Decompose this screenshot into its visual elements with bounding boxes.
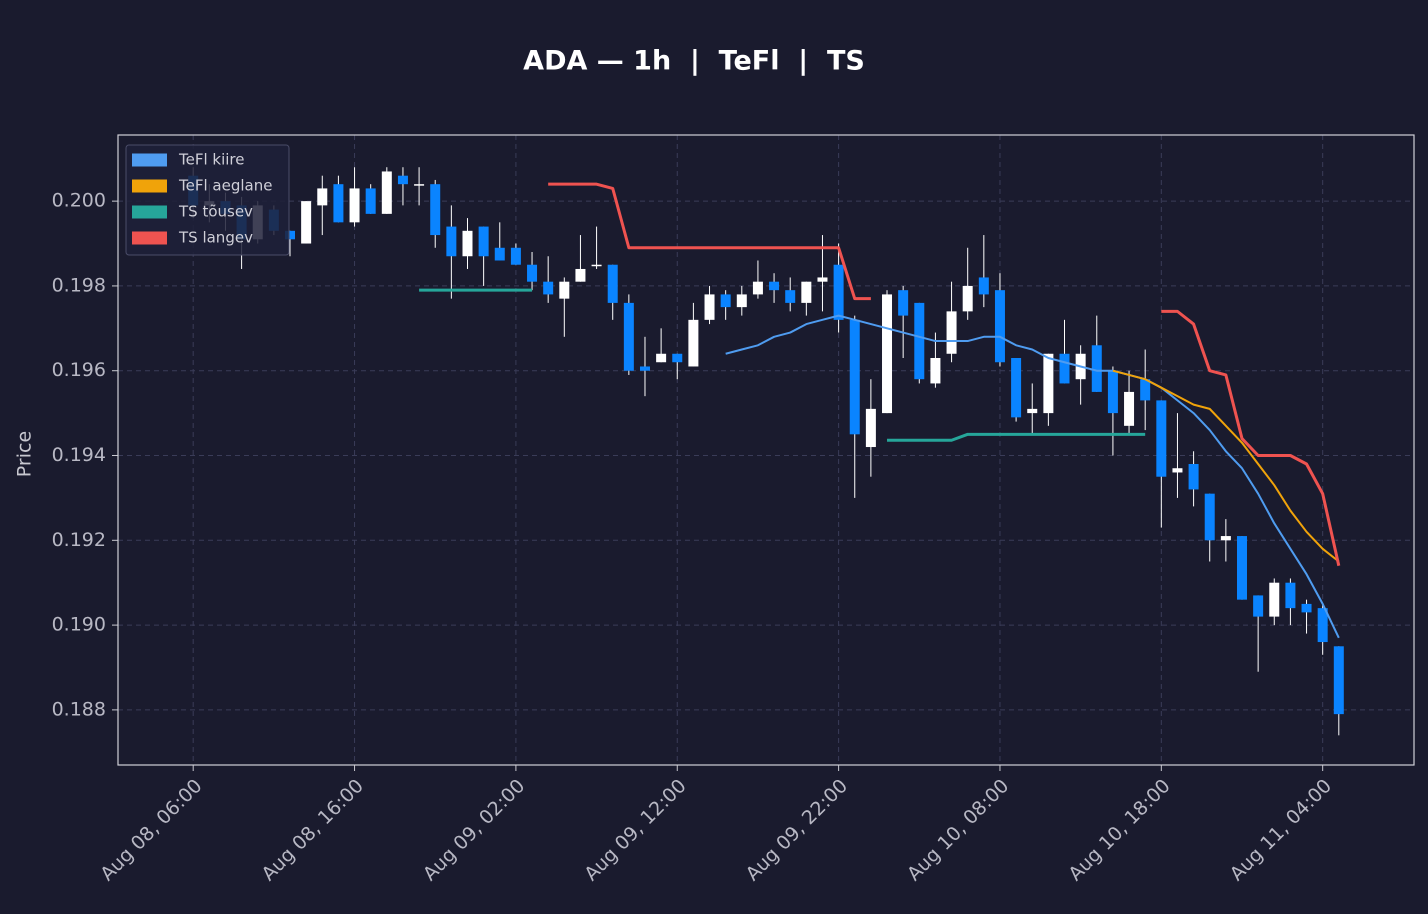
candle-body [1204, 493, 1215, 541]
candle-body [575, 268, 586, 282]
legend-box [125, 144, 290, 256]
candle-body [333, 184, 344, 223]
x-tick-label: Aug 11, 04:00 [1226, 775, 1336, 885]
candle-body [510, 247, 521, 265]
candle-body [639, 366, 650, 371]
candle-body [1236, 536, 1247, 600]
legend-swatch [132, 205, 167, 219]
candle-body [543, 281, 554, 295]
candle-body [833, 264, 844, 320]
candle-body [882, 294, 893, 414]
candle-body [462, 230, 473, 257]
candle-body [736, 294, 747, 308]
y-tick-label: 0.198 [52, 274, 106, 296]
candle-body [865, 408, 876, 448]
candle-body [720, 294, 731, 308]
candle-body [559, 281, 570, 299]
legend-swatch [132, 153, 167, 167]
series-line [419, 288, 1146, 442]
legend: TeFl kiire TeFl aeglane TS tõusev TS langev [125, 144, 290, 256]
candle-body [1285, 582, 1296, 609]
candle-body [397, 175, 408, 185]
candle-body [623, 302, 634, 371]
candle-body [1317, 608, 1328, 643]
candle-body [1027, 408, 1038, 414]
candle-body [381, 171, 392, 214]
candle-body [1140, 379, 1151, 401]
legend-label: TS tõusev [178, 203, 253, 221]
candle-body [1301, 603, 1312, 613]
candle-body [688, 319, 699, 367]
y-tick-label: 0.192 [52, 529, 106, 551]
candle-body [591, 264, 602, 267]
y-tick-label: 0.194 [52, 444, 106, 466]
chart-title: ADA — 1h | TeFl | TS [523, 46, 865, 77]
candle-body [704, 294, 715, 320]
x-tick-label: Aug 09, 22:00 [742, 775, 852, 885]
x-tick-label: Aug 10, 18:00 [1064, 775, 1174, 885]
candle-body [752, 281, 763, 295]
candle-body [849, 319, 860, 435]
candle-body [769, 281, 780, 291]
candle-body [494, 247, 505, 261]
x-tick-label: Aug 09, 02:00 [419, 775, 529, 885]
legend-swatch [132, 179, 167, 193]
candle-body [430, 184, 441, 236]
candle-body [414, 184, 425, 186]
candle-body [1091, 345, 1102, 392]
candle-body [672, 353, 683, 363]
y-tick-label: 0.196 [52, 359, 106, 381]
candle-body [1043, 353, 1054, 414]
legend-label: TeFl kiire [178, 151, 245, 169]
candle-body [1011, 358, 1022, 418]
candle-body [1253, 595, 1264, 617]
candle-body [365, 188, 376, 214]
y-tick-label: 0.188 [52, 698, 106, 720]
candle-body [317, 188, 328, 206]
x-tick-label: Aug 09, 12:00 [580, 775, 690, 885]
legend-label: TS langev [178, 229, 253, 247]
candle-body [930, 358, 941, 384]
candle-body [994, 290, 1005, 363]
candle-body [446, 226, 457, 257]
y-tick-label: 0.200 [52, 190, 106, 212]
candle-body [478, 226, 489, 257]
candle-body [946, 311, 957, 354]
candle-body [801, 281, 812, 303]
series-line [1112, 369, 1340, 563]
candle-body [607, 264, 618, 303]
candle-body [962, 285, 973, 312]
series-line [725, 314, 1340, 639]
candle-body [1059, 353, 1070, 384]
y-axis-label: Price [14, 431, 36, 477]
candle-body [656, 353, 667, 363]
candle-body [914, 302, 925, 380]
candle-body [898, 290, 909, 316]
candle-body [978, 277, 989, 295]
candle-body [1124, 391, 1135, 426]
candle-body [1220, 536, 1231, 541]
legend-label: TeFl aeglane [178, 177, 272, 195]
candle-body [285, 230, 296, 240]
candle-body [1333, 646, 1344, 715]
candle-body [349, 188, 360, 223]
y-tick-label: 0.190 [52, 614, 106, 636]
candle-body [817, 277, 828, 282]
candle-body [301, 201, 312, 244]
candle-body [1156, 400, 1167, 477]
plot-frame [117, 134, 1415, 766]
candle-body [1107, 370, 1118, 414]
candle-body [1269, 582, 1280, 617]
candle-body [1188, 463, 1199, 490]
candle-body [527, 264, 538, 282]
legend-swatch [132, 231, 167, 245]
candle-body [785, 290, 796, 303]
x-tick-label: Aug 10, 08:00 [903, 775, 1013, 885]
x-tick-label: Aug 08, 06:00 [96, 775, 206, 885]
candle-body [1172, 468, 1183, 473]
x-tick-label: Aug 08, 16:00 [258, 775, 368, 885]
series-line [548, 182, 1341, 567]
